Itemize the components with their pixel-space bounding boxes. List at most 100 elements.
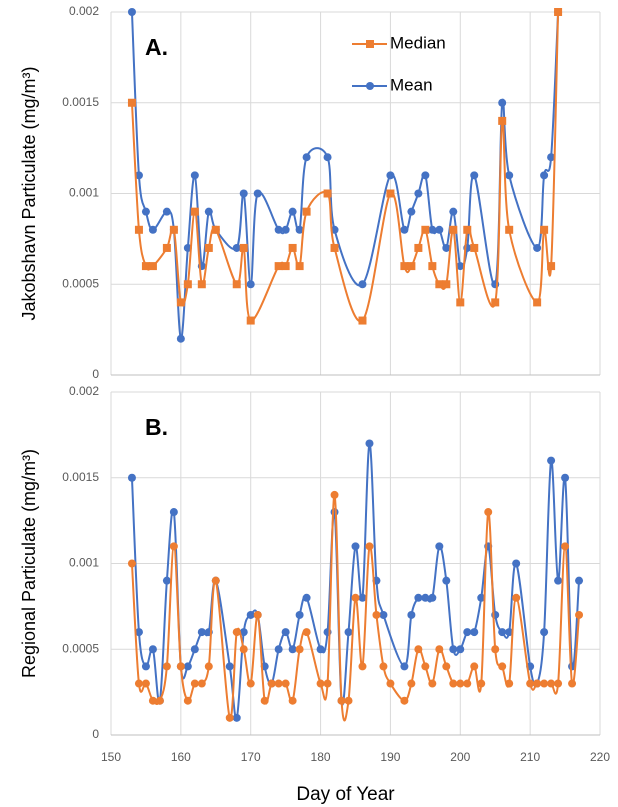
marker (470, 662, 479, 671)
marker (134, 679, 143, 688)
marker (183, 280, 192, 289)
marker (526, 679, 535, 688)
marker (246, 679, 255, 688)
marker (169, 508, 178, 517)
y-tick-label: 0.0015 (62, 95, 99, 109)
marker (379, 662, 388, 671)
marker (358, 316, 367, 325)
y-tick-label: 0.001 (69, 186, 99, 200)
marker (428, 679, 437, 688)
marker (253, 610, 262, 619)
marker (414, 593, 423, 602)
marker (204, 243, 213, 252)
y-tick-label: 0 (92, 727, 99, 741)
marker (421, 593, 430, 602)
marker (491, 298, 500, 307)
x-tick-label: 210 (520, 750, 540, 764)
marker (547, 679, 556, 688)
x-tick-label: 200 (450, 750, 470, 764)
marker (540, 171, 549, 180)
marker (239, 189, 248, 198)
marker (162, 207, 171, 216)
marker (197, 679, 206, 688)
marker (316, 679, 325, 688)
y-tick-label: 0.0005 (62, 641, 99, 655)
marker (540, 225, 549, 234)
marker (512, 593, 521, 602)
marker (162, 576, 171, 585)
marker (141, 662, 150, 671)
marker (337, 696, 346, 705)
marker (274, 225, 283, 234)
marker (372, 610, 381, 619)
marker (344, 696, 353, 705)
marker (477, 679, 486, 688)
legend-label: Median (390, 33, 446, 52)
marker (533, 243, 542, 252)
marker (281, 225, 290, 234)
marker (232, 628, 241, 637)
legend-marker (366, 40, 374, 48)
marker (344, 628, 353, 637)
marker (288, 207, 297, 216)
marker (575, 576, 584, 585)
marker (533, 679, 542, 688)
marker (232, 243, 241, 252)
marker (498, 98, 507, 107)
marker (414, 243, 423, 252)
marker (428, 593, 437, 602)
marker (505, 628, 514, 637)
marker (239, 628, 248, 637)
marker (239, 243, 248, 252)
marker (274, 679, 283, 688)
marker (386, 171, 395, 180)
marker (407, 610, 416, 619)
marker (358, 662, 367, 671)
marker (253, 189, 262, 198)
marker (533, 298, 542, 307)
marker (295, 610, 304, 619)
x-tick-label: 180 (311, 750, 331, 764)
marker (148, 225, 157, 234)
marker (505, 225, 514, 234)
marker (302, 207, 311, 216)
marker (274, 262, 283, 271)
marker (330, 490, 339, 499)
marker (232, 280, 241, 289)
marker (547, 153, 556, 162)
marker (141, 207, 150, 216)
marker (568, 679, 577, 688)
marker (127, 8, 136, 16)
marker (561, 542, 570, 551)
marker (351, 593, 360, 602)
marker (449, 225, 458, 234)
marker (498, 628, 507, 637)
marker (197, 628, 206, 637)
marker (176, 334, 185, 343)
marker (330, 508, 339, 517)
marker (456, 679, 465, 688)
marker (435, 225, 444, 234)
marker (281, 262, 290, 271)
marker (400, 262, 409, 271)
marker (176, 298, 185, 307)
marker (456, 298, 465, 307)
marker (288, 696, 297, 705)
marker (225, 662, 234, 671)
marker (428, 225, 437, 234)
marker (547, 262, 556, 271)
marker (141, 262, 150, 271)
marker (400, 696, 409, 705)
y-tick-label: 0.0015 (62, 470, 99, 484)
marker (148, 645, 157, 654)
series-line (130, 442, 581, 720)
marker (435, 645, 444, 654)
marker (449, 645, 458, 654)
marker (134, 225, 143, 234)
marker (449, 679, 458, 688)
marker (302, 153, 311, 162)
marker (141, 679, 150, 688)
marker (225, 713, 234, 722)
y-tick-label: 0 (92, 367, 99, 381)
marker (302, 593, 311, 602)
